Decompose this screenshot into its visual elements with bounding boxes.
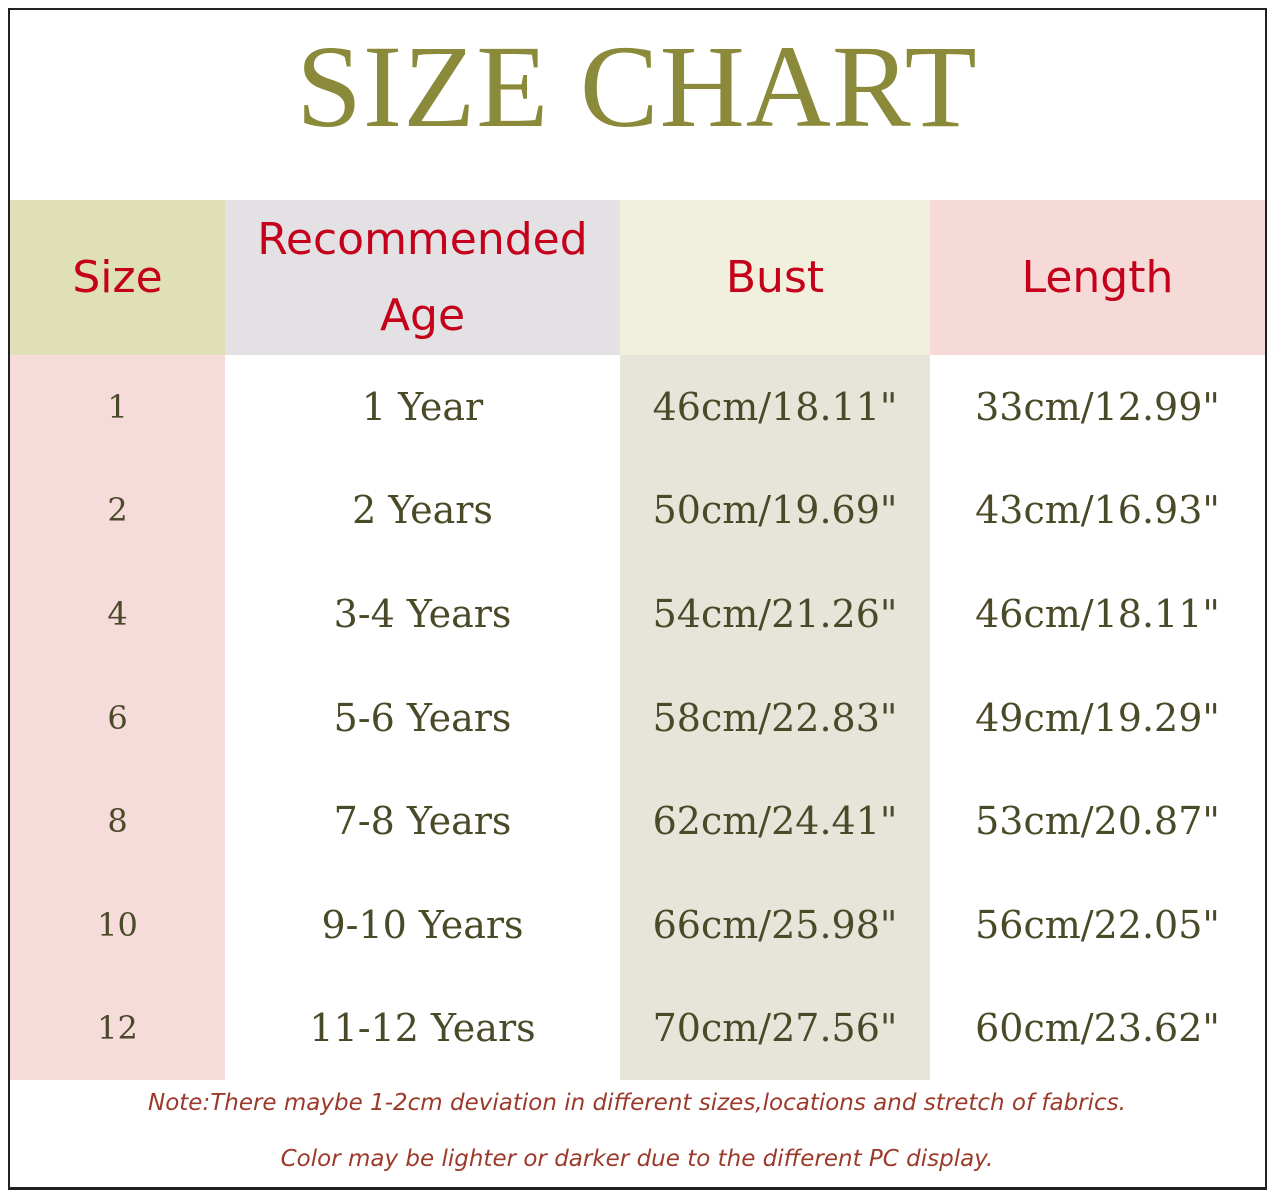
note-color: Color may be lighter or darker due to th… [280, 1146, 994, 1172]
length-cell: 33cm/12.99" [975, 384, 1220, 429]
age-cell: 3-4 Years [333, 591, 512, 636]
size-cell: 12 [10, 976, 225, 1081]
length-cell: 46cm/18.11" [975, 591, 1220, 636]
chart-frame [8, 8, 1267, 1190]
table-row: 6 5-6 Years 58cm/22.83" 49cm/19.29" [10, 665, 1265, 770]
size-cell: 6 [10, 665, 225, 770]
bust-cell: 58cm/22.83" [620, 665, 930, 770]
header-size: Size [10, 200, 225, 355]
length-cell: 43cm/16.93" [975, 488, 1220, 533]
length-cell: 56cm/22.05" [975, 902, 1220, 947]
size-cell: 1 [10, 355, 225, 459]
age-cell: 5-6 Years [333, 695, 512, 740]
size-cell: 4 [10, 562, 225, 666]
header-recommended-age: Recommended Age [225, 200, 620, 355]
size-cell: 2 [10, 458, 225, 563]
size-cell: 8 [10, 769, 225, 873]
bust-cell: 62cm/24.41" [620, 769, 930, 873]
header-length: Length [930, 200, 1265, 355]
size-cell: 10 [10, 872, 225, 977]
age-cell: 7-8 Years [333, 799, 512, 844]
length-cell: 49cm/19.29" [975, 695, 1220, 740]
chart-title: SIZE CHART [296, 21, 978, 152]
length-cell: 53cm/20.87" [975, 799, 1220, 844]
header-row: Size Recommended Age Bust Length [10, 200, 1265, 355]
age-cell: 2 Years [352, 488, 493, 533]
table-row: 4 3-4 Years 54cm/21.26" 46cm/18.11" [10, 562, 1265, 666]
note-deviation: Note:There maybe 1-2cm deviation in diff… [148, 1090, 1126, 1116]
table-row: 1 1 Year 46cm/18.11" 33cm/12.99" [10, 355, 1265, 459]
table-row: 12 11-12 Years 70cm/27.56" 60cm/23.62" [10, 976, 1265, 1081]
bust-cell: 66cm/25.98" [620, 872, 930, 977]
age-cell: 1 Year [361, 384, 484, 429]
age-cell: 11-12 Years [309, 1006, 536, 1051]
size-table: Size Recommended Age Bust Length 1 1 Year… [10, 200, 1265, 1081]
header-bust: Bust [620, 200, 930, 355]
bust-cell: 70cm/27.56" [620, 976, 930, 1081]
table-row: 8 7-8 Years 62cm/24.41" 53cm/20.87" [10, 769, 1265, 873]
age-cell: 9-10 Years [321, 902, 524, 947]
table-row: 10 9-10 Years 66cm/25.98" 56cm/22.05" [10, 872, 1265, 977]
bust-cell: 46cm/18.11" [620, 355, 930, 459]
bust-cell: 50cm/19.69" [620, 458, 930, 563]
table-row: 2 2 Years 50cm/19.69" 43cm/16.93" [10, 458, 1265, 563]
bust-cell: 54cm/21.26" [620, 562, 930, 666]
length-cell: 60cm/23.62" [975, 1006, 1220, 1051]
